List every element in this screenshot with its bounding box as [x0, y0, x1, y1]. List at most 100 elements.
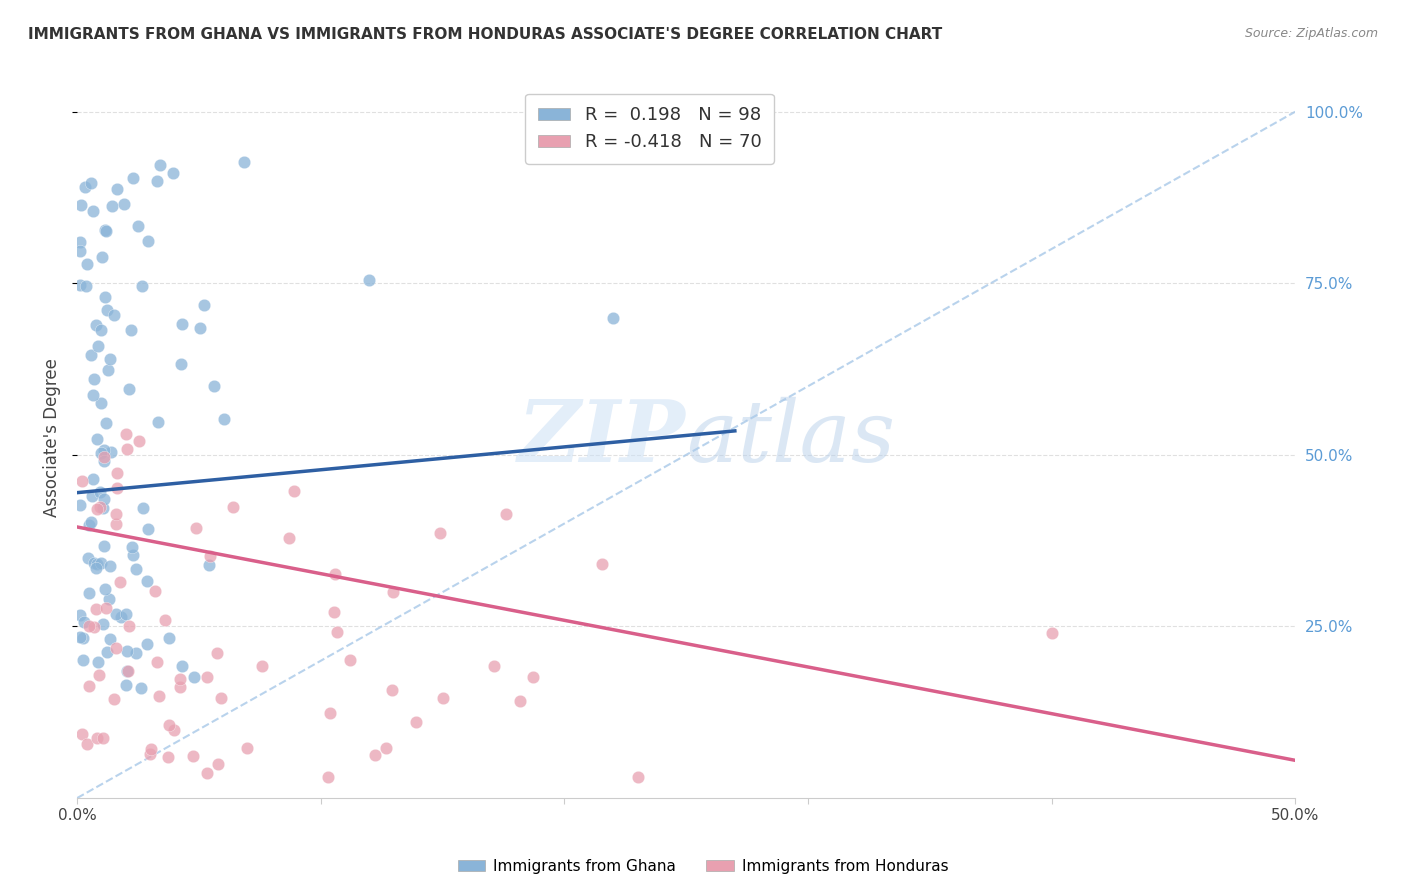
Point [222, 500, 245, 514]
Point [72, 631, 94, 645]
Point [86, 501, 108, 516]
Point [591, 558, 613, 572]
Point [104, 517, 127, 532]
Point [495, 507, 517, 521]
Point [323, 567, 346, 582]
Point [143, 584, 166, 599]
Point [121, 548, 143, 562]
Point [87, 655, 110, 669]
Point [157, 749, 180, 764]
Point [98, 632, 121, 647]
Point [359, 273, 381, 287]
Point [162, 166, 184, 180]
Point [83, 556, 105, 570]
Point [125, 562, 148, 576]
Point [96, 224, 118, 238]
Point [93, 454, 115, 468]
Point [94, 416, 117, 430]
Point [91, 250, 114, 264]
Point [75, 279, 97, 293]
Point [195, 765, 218, 780]
Point [98, 351, 121, 366]
Point [197, 558, 219, 573]
Point [131, 278, 153, 293]
Point [121, 540, 143, 554]
Point [93, 539, 115, 553]
Point [90, 556, 112, 570]
Point [70, 474, 93, 488]
Point [84, 602, 107, 616]
Point [509, 693, 531, 707]
Point [139, 742, 162, 756]
Point [80, 347, 103, 361]
Point [374, 741, 396, 756]
Point [172, 317, 194, 331]
Point [93, 450, 115, 464]
Point [91, 617, 114, 632]
Point [98, 591, 121, 606]
Legend: R =  0.198   N = 98, R = -0.418   N = 70: R = 0.198 N = 98, R = -0.418 N = 70 [524, 94, 775, 164]
Point [110, 610, 132, 624]
Point [114, 427, 136, 442]
Point [162, 723, 184, 738]
Point [364, 747, 387, 762]
Point [209, 691, 232, 706]
Point [72, 653, 94, 667]
Point [82, 472, 104, 486]
Point [104, 640, 127, 655]
Point [105, 607, 128, 621]
Point [169, 672, 191, 686]
Point [80, 515, 103, 529]
Point [233, 155, 256, 169]
Point [181, 749, 204, 764]
Point [112, 197, 135, 211]
Point [76, 551, 98, 566]
Point [103, 308, 125, 322]
Point [70, 198, 93, 212]
Point [146, 415, 169, 429]
Point [118, 382, 141, 396]
Point [94, 601, 117, 615]
Point [115, 607, 138, 621]
Point [77, 518, 100, 533]
Point [183, 670, 205, 684]
Point [127, 219, 149, 234]
Point [602, 310, 624, 325]
Point [115, 442, 138, 456]
Point [84, 318, 107, 333]
Point [69, 630, 91, 644]
Point [93, 501, 115, 516]
Point [250, 658, 273, 673]
Point [323, 605, 346, 619]
Point [136, 637, 159, 651]
Point [129, 681, 152, 695]
Point [101, 199, 124, 213]
Point [70, 727, 93, 741]
Point [198, 549, 221, 564]
Point [96, 645, 118, 659]
Point [86, 557, 108, 571]
Point [1040, 626, 1063, 640]
Point [207, 756, 229, 771]
Point [117, 644, 139, 658]
Point [69, 607, 91, 622]
Point [195, 670, 218, 684]
Point [118, 619, 141, 633]
Point [193, 297, 215, 311]
Text: Source: ZipAtlas.com: Source: ZipAtlas.com [1244, 27, 1378, 40]
Point [482, 659, 505, 673]
Point [69, 235, 91, 249]
Point [100, 444, 122, 458]
Point [83, 620, 105, 634]
Point [105, 467, 128, 481]
Point [108, 574, 131, 589]
Point [77, 586, 100, 600]
Point [120, 323, 142, 337]
Point [84, 561, 107, 575]
Point [93, 442, 115, 457]
Point [86, 731, 108, 745]
Point [83, 371, 105, 385]
Point [170, 357, 193, 371]
Point [318, 771, 340, 785]
Point [93, 492, 115, 507]
